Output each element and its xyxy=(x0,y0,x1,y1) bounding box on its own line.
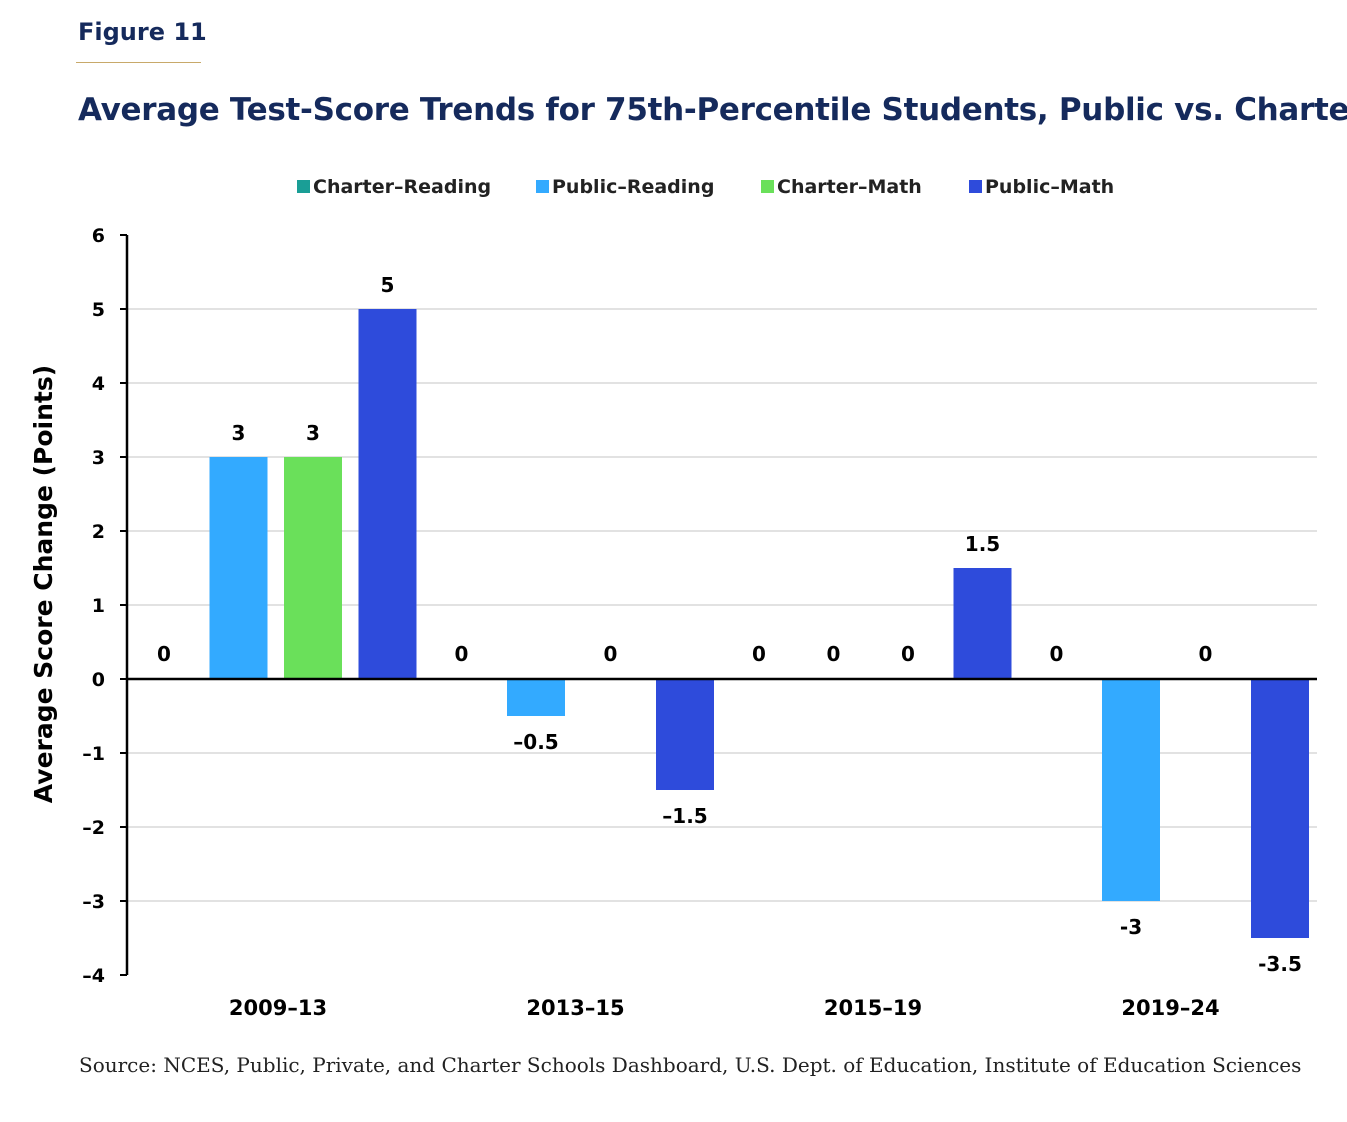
data-label: 1.5 xyxy=(965,532,1000,556)
data-label: –0.5 xyxy=(513,730,558,754)
legend-swatch xyxy=(761,180,774,193)
data-label: 5 xyxy=(381,273,395,297)
bar xyxy=(507,679,565,716)
bar xyxy=(953,568,1012,679)
data-label: -3.5 xyxy=(1258,952,1302,976)
y-tick-label: 3 xyxy=(92,447,105,469)
figure-label: Figure 11 xyxy=(78,18,207,46)
source-note: Source: NCES, Public, Private, and Chart… xyxy=(79,1053,1302,1077)
bars xyxy=(209,309,1309,938)
y-tick-label: –2 xyxy=(82,817,105,839)
bar-chart: Charter–Reading Public–Reading Charter–Mat… xyxy=(29,176,1317,1020)
legend-swatch xyxy=(536,180,549,193)
y-tick-label: 2 xyxy=(92,521,105,543)
y-tick-label: 1 xyxy=(92,595,105,617)
bar xyxy=(1251,679,1309,938)
x-tick-label: 2015–19 xyxy=(824,996,922,1020)
data-label: 0 xyxy=(604,642,618,666)
x-tick-label: 2009–13 xyxy=(229,996,327,1020)
bar xyxy=(209,457,268,679)
y-axis-label: Average Score Change (Points) xyxy=(29,365,58,803)
data-label: –1.5 xyxy=(662,804,707,828)
bar xyxy=(284,457,342,679)
data-label: 0 xyxy=(1050,642,1064,666)
axes: 6 5 4 3 2 1 0 –1 –2 –3 –4 2009–13 2013–15 2015–19 2019… xyxy=(82,225,1317,1020)
legend-swatch xyxy=(297,180,310,193)
data-label: 0 xyxy=(455,642,469,666)
legend-swatch xyxy=(969,180,982,193)
y-tick-label: 6 xyxy=(92,225,105,247)
legend-label: Charter–Reading xyxy=(313,176,491,198)
legend-label: Charter–Math xyxy=(777,176,922,198)
data-label: 3 xyxy=(306,421,320,445)
bar xyxy=(358,309,417,679)
data-label: 0 xyxy=(827,642,841,666)
y-tick-label: –3 xyxy=(82,891,105,913)
data-label: 0 xyxy=(1199,642,1213,666)
y-tick-label: 5 xyxy=(92,299,105,321)
bar xyxy=(656,679,714,790)
data-label: 0 xyxy=(901,642,915,666)
data-label: -3 xyxy=(1120,915,1142,939)
data-label: 0 xyxy=(752,642,766,666)
data-label: 0 xyxy=(157,642,171,666)
y-tick-label: –4 xyxy=(82,965,105,987)
chart-title: Average Test-Score Trends for 75th-Perce… xyxy=(78,92,1347,128)
x-tick-label: 2013–15 xyxy=(526,996,624,1020)
x-tick-label: 2019–24 xyxy=(1121,996,1219,1020)
figure-label-rule xyxy=(76,62,201,63)
legend-label: Public–Math xyxy=(985,176,1114,198)
y-tick-label: –1 xyxy=(82,743,105,765)
bar xyxy=(1102,679,1160,901)
legend-label: Public–Reading xyxy=(552,176,714,198)
legend: Charter–Reading Public–Reading Charter–Mat… xyxy=(297,176,1114,198)
y-tick-label: 0 xyxy=(92,669,105,691)
data-labels: 0 3 3 5 0 –0.5 0 –1.5 0 0 0 1.5 0 -3 0 -3.5 xyxy=(157,273,1302,976)
data-label: 3 xyxy=(232,421,246,445)
y-tick-label: 4 xyxy=(92,373,105,395)
